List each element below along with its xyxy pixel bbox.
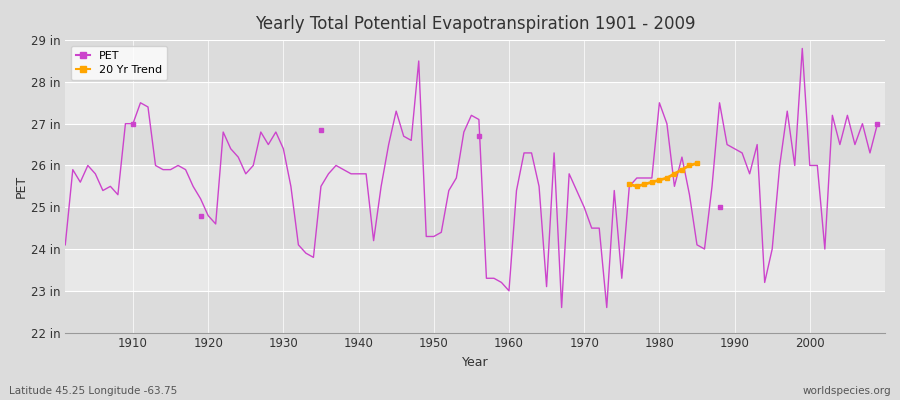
PET: [60, 242, 71, 247]
PET: [496, 280, 507, 285]
PET: [556, 305, 567, 310]
Text: Latitude 45.25 Longitude -63.75: Latitude 45.25 Longitude -63.75: [9, 386, 177, 396]
PET: [285, 184, 296, 189]
Y-axis label: PET: PET: [15, 175, 28, 198]
20 Yr Trend: [654, 178, 665, 182]
20 Yr Trend: [677, 167, 688, 172]
20 Yr Trend: [632, 184, 643, 189]
Bar: [66, 291, 885, 332]
PET: [796, 46, 807, 51]
Line: 20 Yr Trend: 20 Yr Trend: [627, 162, 698, 188]
Legend: PET, 20 Yr Trend: PET, 20 Yr Trend: [71, 46, 167, 80]
20 Yr Trend: [684, 163, 695, 168]
PET: [330, 163, 341, 168]
Bar: [66, 82, 885, 124]
20 Yr Trend: [669, 172, 680, 176]
Text: worldspecies.org: worldspecies.org: [803, 386, 891, 396]
Bar: [66, 40, 885, 82]
20 Yr Trend: [691, 161, 702, 166]
20 Yr Trend: [624, 182, 634, 187]
PET: [120, 121, 130, 126]
PET: [504, 288, 515, 293]
Bar: [66, 249, 885, 291]
Bar: [66, 166, 885, 207]
20 Yr Trend: [662, 176, 672, 180]
Line: PET: PET: [66, 48, 878, 308]
PET: [601, 305, 612, 310]
PET: [872, 121, 883, 126]
Title: Yearly Total Potential Evapotranspiration 1901 - 2009: Yearly Total Potential Evapotranspiratio…: [255, 15, 696, 33]
Bar: [66, 124, 885, 166]
X-axis label: Year: Year: [462, 356, 489, 369]
20 Yr Trend: [646, 180, 657, 184]
20 Yr Trend: [639, 182, 650, 187]
Bar: [66, 207, 885, 249]
